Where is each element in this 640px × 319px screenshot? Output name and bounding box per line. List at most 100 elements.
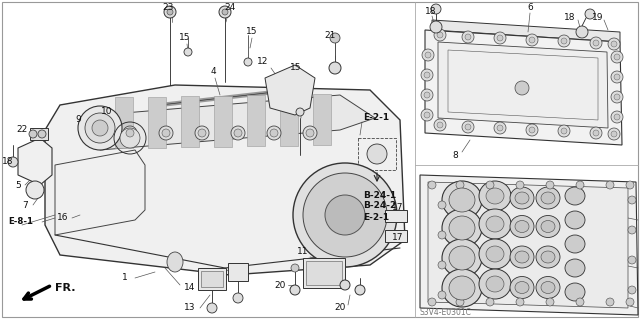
Ellipse shape (296, 108, 304, 116)
Polygon shape (432, 20, 620, 42)
Ellipse shape (290, 285, 300, 295)
Ellipse shape (442, 209, 482, 247)
Ellipse shape (536, 246, 560, 268)
Ellipse shape (424, 92, 430, 98)
Ellipse shape (565, 211, 585, 229)
Text: 13: 13 (184, 303, 196, 313)
Ellipse shape (611, 51, 623, 63)
Polygon shape (247, 95, 265, 146)
Ellipse shape (628, 256, 636, 264)
Ellipse shape (421, 69, 433, 81)
Ellipse shape (434, 119, 446, 131)
Ellipse shape (355, 285, 365, 295)
Ellipse shape (565, 187, 585, 205)
Ellipse shape (546, 298, 554, 306)
Text: 16: 16 (57, 213, 68, 222)
Text: 1: 1 (122, 273, 128, 283)
Polygon shape (100, 95, 375, 150)
Text: 20: 20 (334, 303, 346, 313)
Ellipse shape (510, 187, 534, 209)
Ellipse shape (494, 122, 506, 134)
Text: 17: 17 (392, 234, 404, 242)
Ellipse shape (486, 298, 494, 306)
Text: 17: 17 (392, 204, 404, 212)
Ellipse shape (340, 280, 350, 290)
Text: 2: 2 (639, 216, 640, 225)
Ellipse shape (428, 298, 436, 306)
Ellipse shape (611, 41, 617, 47)
Text: E-2-1: E-2-1 (363, 213, 389, 222)
Polygon shape (280, 94, 298, 145)
Ellipse shape (614, 54, 620, 60)
Bar (385, 210, 407, 222)
Ellipse shape (611, 91, 623, 103)
Polygon shape (181, 96, 199, 147)
Ellipse shape (449, 188, 475, 212)
Ellipse shape (515, 281, 529, 293)
Ellipse shape (329, 62, 341, 74)
Ellipse shape (515, 81, 529, 95)
Ellipse shape (608, 128, 620, 140)
Text: FR.: FR. (55, 283, 76, 293)
Ellipse shape (164, 6, 176, 18)
Ellipse shape (195, 126, 209, 140)
Bar (201, 271, 223, 287)
Ellipse shape (85, 113, 115, 143)
Text: 5: 5 (15, 181, 21, 189)
Ellipse shape (38, 130, 46, 138)
Ellipse shape (431, 4, 441, 14)
Ellipse shape (425, 52, 431, 58)
Ellipse shape (424, 72, 430, 78)
Ellipse shape (494, 32, 506, 44)
Ellipse shape (449, 246, 475, 270)
Ellipse shape (529, 37, 535, 43)
Ellipse shape (234, 129, 242, 137)
Ellipse shape (565, 235, 585, 253)
Text: 15: 15 (179, 33, 191, 42)
Text: 15: 15 (291, 63, 301, 72)
Ellipse shape (449, 276, 475, 300)
Ellipse shape (510, 277, 534, 299)
Text: 18: 18 (3, 158, 13, 167)
Ellipse shape (222, 9, 228, 15)
Ellipse shape (184, 48, 192, 56)
Ellipse shape (330, 33, 340, 43)
Ellipse shape (29, 130, 37, 138)
Text: 15: 15 (246, 27, 258, 36)
Ellipse shape (565, 259, 585, 277)
Text: 6: 6 (527, 4, 533, 12)
Ellipse shape (120, 128, 140, 148)
Polygon shape (115, 97, 133, 148)
Ellipse shape (424, 112, 430, 118)
Ellipse shape (449, 216, 475, 240)
Polygon shape (428, 182, 628, 308)
Ellipse shape (541, 192, 555, 204)
Polygon shape (438, 42, 608, 128)
Polygon shape (265, 65, 315, 115)
Bar (198, 268, 226, 290)
Ellipse shape (541, 281, 555, 293)
Ellipse shape (306, 129, 314, 137)
Ellipse shape (606, 181, 614, 189)
Text: 24: 24 (225, 4, 236, 12)
Ellipse shape (430, 21, 442, 33)
Text: 20: 20 (275, 280, 285, 290)
Polygon shape (313, 94, 331, 145)
Ellipse shape (486, 188, 504, 204)
Ellipse shape (267, 126, 281, 140)
Bar (306, 261, 342, 285)
Ellipse shape (558, 125, 570, 137)
Ellipse shape (421, 109, 433, 121)
Ellipse shape (479, 181, 511, 211)
Text: 12: 12 (257, 57, 269, 66)
Text: 3: 3 (639, 263, 640, 272)
Ellipse shape (526, 34, 538, 46)
Text: 14: 14 (184, 284, 196, 293)
Text: 19: 19 (592, 13, 604, 23)
Ellipse shape (367, 144, 387, 164)
Ellipse shape (438, 201, 446, 209)
Ellipse shape (608, 38, 620, 50)
Ellipse shape (422, 49, 434, 61)
Ellipse shape (434, 29, 446, 41)
Ellipse shape (536, 277, 560, 299)
